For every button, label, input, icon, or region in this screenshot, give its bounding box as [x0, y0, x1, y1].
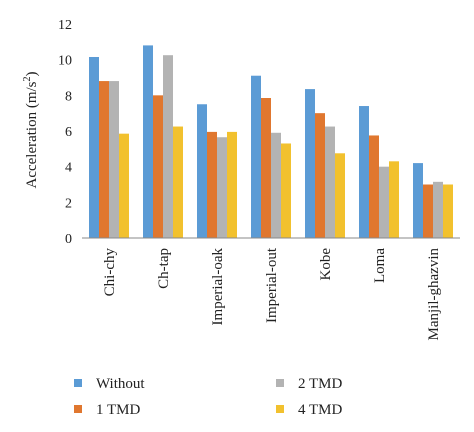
- x-category-label: Chi-chy: [102, 248, 118, 297]
- y-tick-label: 2: [65, 196, 72, 211]
- bar: [379, 166, 389, 238]
- bar: [119, 133, 129, 238]
- bars: [89, 45, 453, 239]
- legend-swatch: [276, 379, 284, 387]
- bar: [271, 132, 281, 238]
- bar: [261, 98, 271, 238]
- x-category-label: Ch-tap: [156, 248, 172, 289]
- legend-label: 1 TMD: [96, 402, 140, 418]
- bar: [369, 135, 379, 238]
- bar: [433, 181, 443, 238]
- y-tick-label: 8: [65, 89, 72, 104]
- bar: [153, 95, 163, 238]
- bar: [143, 45, 153, 239]
- bar: [227, 131, 237, 238]
- legend-swatch: [74, 379, 82, 387]
- x-category-label: Manjil-ghazvin: [426, 248, 442, 341]
- bar: [207, 131, 217, 238]
- bar: [281, 143, 291, 238]
- y-tick-label: 12: [58, 18, 72, 33]
- bar: [423, 184, 433, 238]
- bar: [251, 75, 261, 238]
- bar: [197, 104, 207, 238]
- x-category-label: Kobe: [318, 248, 334, 281]
- bar: [315, 113, 325, 238]
- bar: [389, 161, 399, 238]
- bar: [325, 126, 335, 238]
- y-axis-label: Acceleration (m/s2): [22, 71, 40, 188]
- bar: [173, 126, 183, 238]
- y-tick-label: 0: [65, 232, 72, 247]
- bar: [443, 184, 453, 238]
- y-tick-label: 10: [58, 54, 72, 69]
- y-axis-title-main: Acceleration (m/s: [24, 81, 40, 188]
- bar: [359, 106, 369, 239]
- x-category-label: Imperial-out: [264, 247, 280, 323]
- bar: [89, 56, 99, 238]
- legend-label: 4 TMD: [298, 402, 342, 418]
- legend-label: 2 TMD: [298, 376, 342, 392]
- legend-label: Without: [96, 376, 145, 392]
- x-category-label: Imperial-oak: [210, 248, 226, 326]
- legend: Without 1 TMD 2 TMD 4 TMD: [74, 376, 342, 418]
- bar: [413, 163, 423, 238]
- y-tick-label: 4: [65, 161, 72, 176]
- y-axis-title-close: ): [24, 71, 40, 76]
- y-axis-ticks: 0 2 4 6 8 10 12: [58, 18, 72, 247]
- legend-swatch: [276, 405, 284, 413]
- bar: [109, 81, 119, 238]
- bar: [305, 89, 315, 238]
- bar: [335, 153, 345, 238]
- x-axis-category-labels: Chi-chy Ch-tap Imperial-oak Imperial-out Kob…: [102, 247, 442, 340]
- y-tick-label: 6: [65, 125, 72, 140]
- x-category-label: Loma: [372, 248, 388, 283]
- bar: [99, 81, 109, 238]
- y-axis-title-superscript: 2: [22, 76, 33, 81]
- bar: [163, 55, 173, 239]
- y-axis-title: Acceleration (m/s2): [22, 71, 40, 188]
- bar: [217, 137, 227, 238]
- legend-swatch: [74, 405, 82, 413]
